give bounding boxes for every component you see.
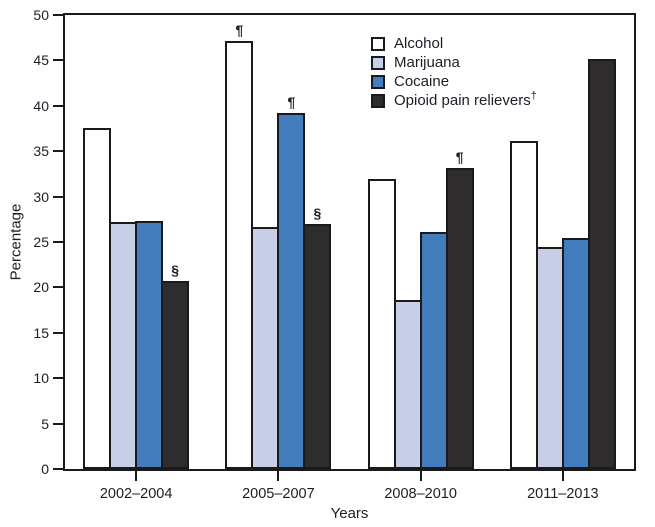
y-tick-mark [53,195,63,198]
pilcrow-annotation: ¶ [455,148,464,165]
bar-cocaine [135,221,164,469]
y-tick-mark [53,286,63,289]
legend-swatch-icon [371,74,385,89]
x-tick-label: 2008–2010 [384,486,457,502]
y-tick-mark [53,14,63,16]
bar-marijuana [535,247,564,469]
bar-group-2011–2013: 2011–2013 [509,15,616,502]
dagger-superscript: † [530,90,537,102]
y-tick-label: 50 [33,7,49,23]
y-tick-mark [53,150,63,153]
y-tick-label: 45 [33,52,49,69]
x-axis-title: Years [330,505,369,522]
y-tick-label: 0 [41,461,49,477]
legend-label: Opioid pain relievers† [394,90,537,109]
bar-marijuana [393,300,422,469]
bar-marijuana [251,227,280,469]
bar-marijuana [109,222,138,469]
bar-alcohol [509,141,538,469]
bar-cocaine: ¶ [277,95,306,469]
bar-group-2005–2007: ¶ ¶ § 2005–2007 [225,15,332,502]
y-tick-label: 30 [33,188,49,205]
section-annotation: § [313,204,322,221]
legend-swatch-icon [371,55,385,70]
y-tick-mark [53,422,63,425]
legend: Alcohol Marijuana Cocaine Opioid pain relie… [371,36,537,112]
bar-cocaine [419,232,448,469]
pilcrow-annotation: ¶ [235,22,244,39]
x-tick-mark [135,471,138,481]
bar-group-2002–2004: § 2002–2004 [83,15,190,502]
legend-swatch-icon [371,93,385,108]
bar-opioid-pain-relievers: ¶ [445,150,474,469]
y-tick-mark [53,104,63,107]
legend-item-cocaine: Cocaine [371,74,537,89]
y-tick-mark [53,241,63,243]
pilcrow-annotation: ¶ [287,94,296,111]
legend-label: Marijuana [394,54,460,71]
y-tick-label: 5 [41,415,49,432]
x-tick-label: 2002–2004 [99,486,173,502]
legend-label: Alcohol [394,35,444,52]
legend-item-alcohol: Alcohol [371,36,537,51]
x-tick-mark [277,471,280,481]
y-tick-label: 10 [33,370,49,387]
bar-groups: § 2002–2004 ¶ ¶ § 2005–2007 ¶ 2008–2010 2011–201… [65,15,634,502]
legend-item-marijuana: Marijuana [371,55,537,70]
bar-group-2008–2010: ¶ 2008–2010 [367,15,474,502]
section-annotation: § [171,262,180,279]
y-tick-label: 25 [33,234,49,250]
legend-item-opioid-pain-relievers: Opioid pain relievers† [371,90,537,109]
bar-opioid-pain-relievers [587,58,616,469]
bar-opioid-pain-relievers: § [303,206,332,469]
plot-area: § 2002–2004 ¶ ¶ § 2005–2007 ¶ 2008–2010 2011–201… [33,8,636,502]
y-tick-label: 20 [33,279,49,296]
x-tick-label: 2011–2013 [527,486,599,502]
bar-alcohol: ¶ [225,23,254,469]
x-tick-label: 2005–2007 [242,486,315,502]
y-tick-label: 15 [33,324,49,341]
y-tick-label: 40 [33,97,49,114]
y-tick-label: 35 [33,143,49,160]
bar-opioid-pain-relievers: § [161,263,190,469]
y-tick-mark [53,59,63,62]
legend-label: Cocaine [394,73,450,90]
bar-alcohol [83,127,112,469]
y-tick-mark [53,468,63,470]
y-tick-mark [53,377,63,380]
bar-cocaine [561,238,590,469]
legend-swatch-icon [371,36,385,51]
x-tick-mark [419,471,422,481]
y-tick-mark [53,331,63,334]
x-tick-mark [561,471,564,481]
bar-alcohol [367,179,396,469]
